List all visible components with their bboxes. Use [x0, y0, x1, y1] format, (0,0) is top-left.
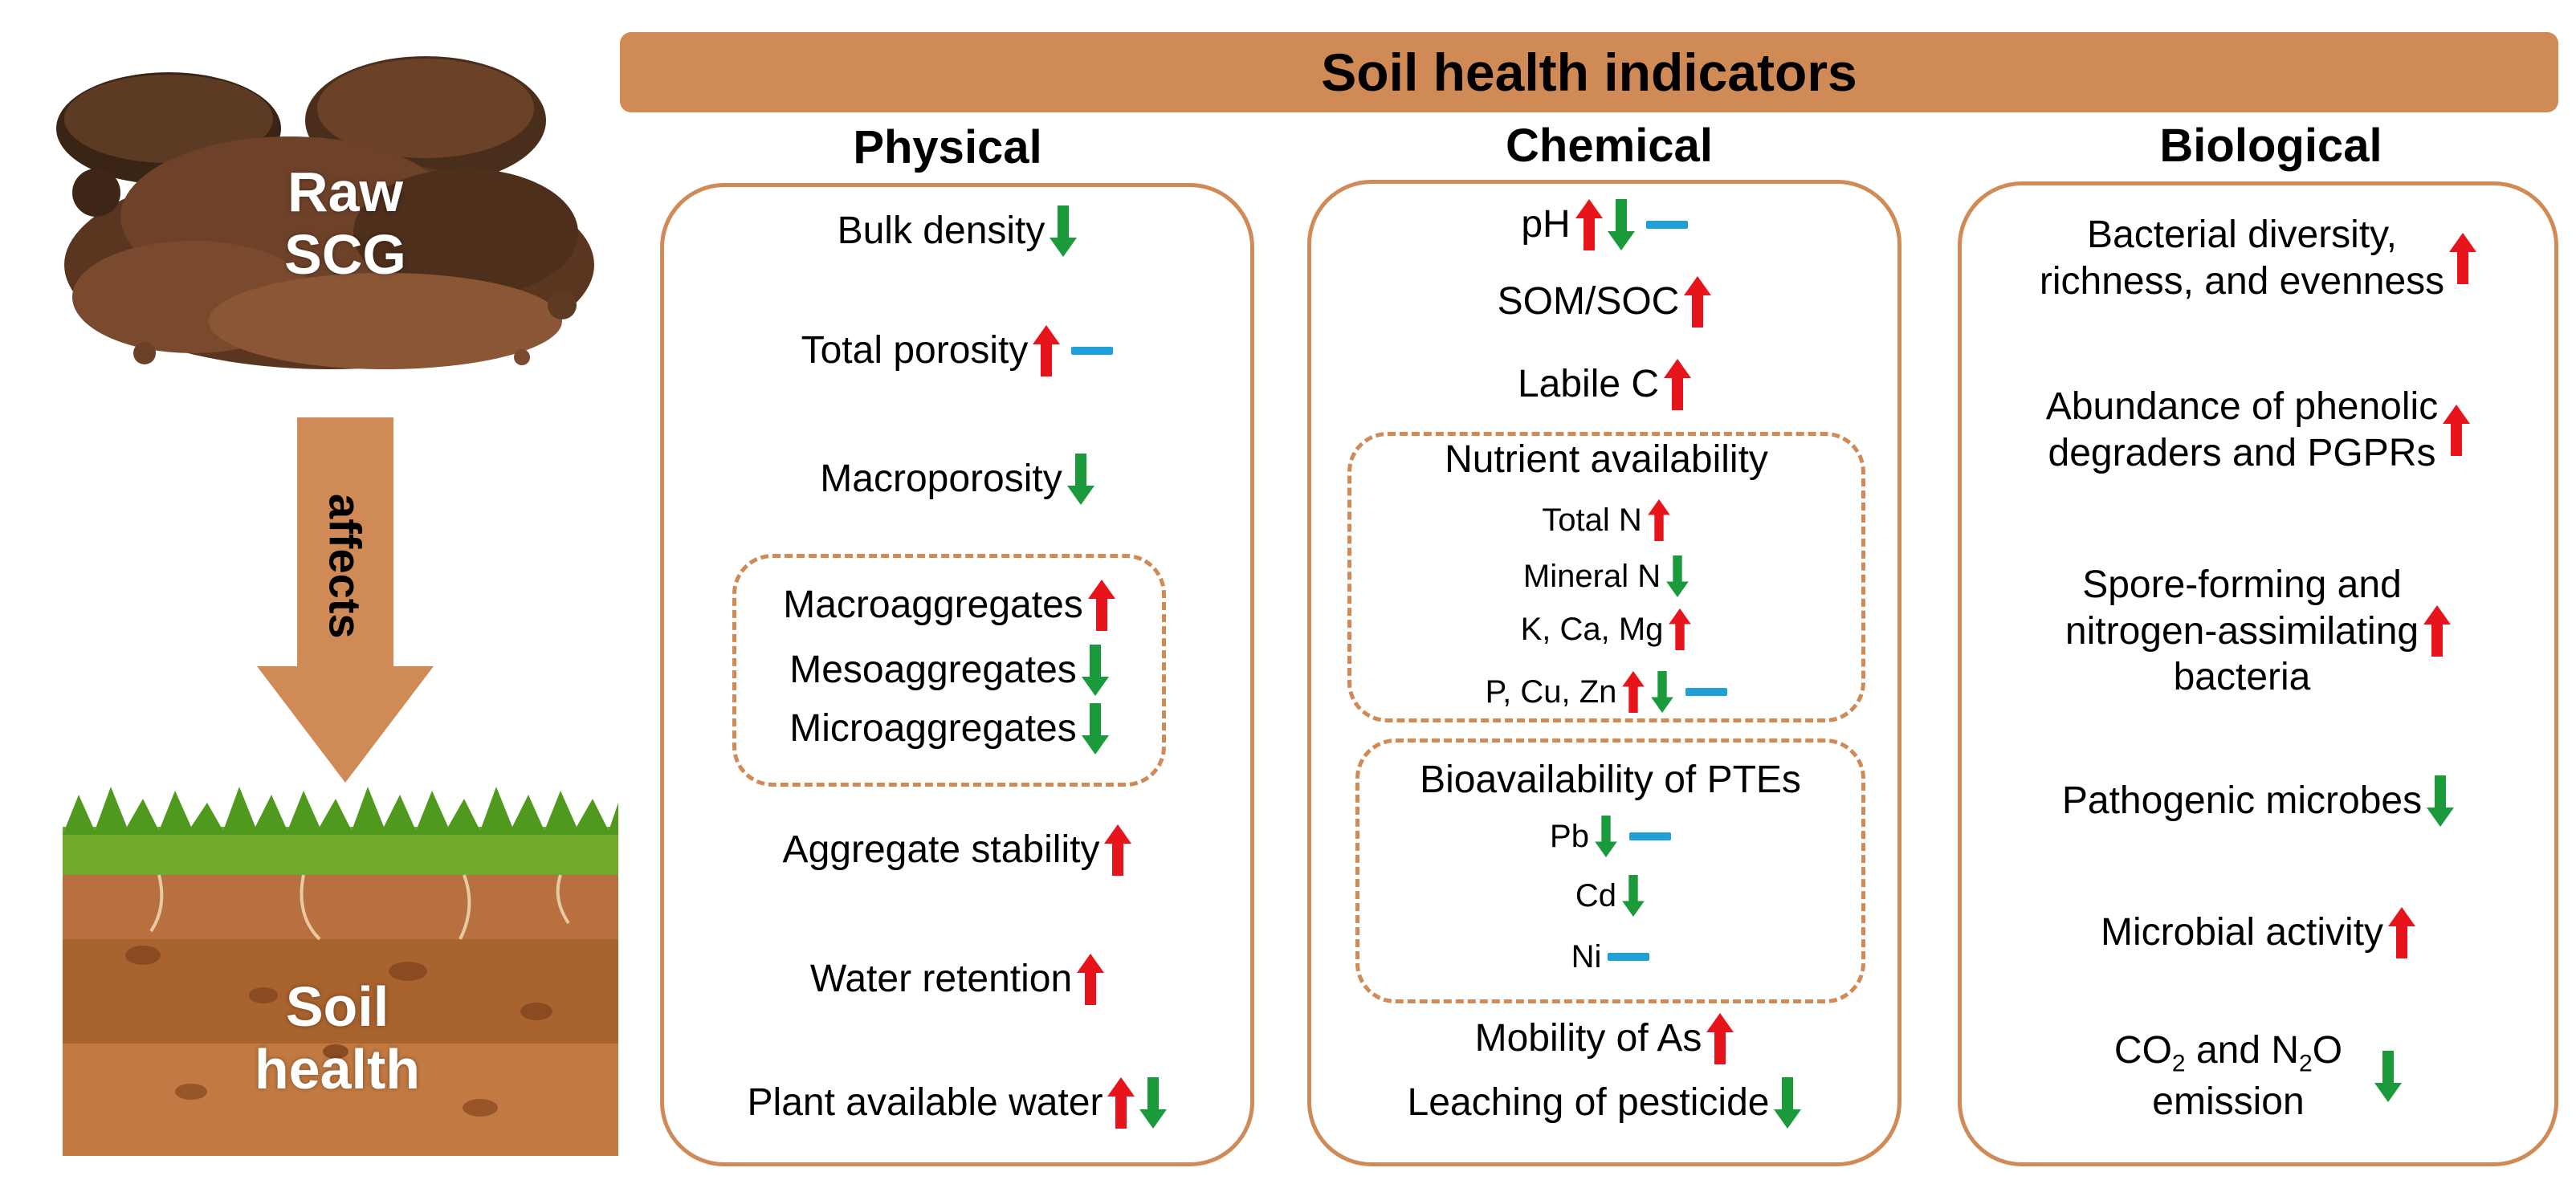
down-arrow-icon — [1067, 454, 1094, 505]
no-change-icon — [1071, 347, 1114, 355]
water-retention: Water retention — [660, 954, 1254, 1005]
som-soc: SOM/SOC — [1307, 276, 1901, 328]
down-arrow-icon — [1774, 1077, 1801, 1129]
up-arrow-icon — [1104, 824, 1131, 876]
nutrient-title: Nutrient availability — [1445, 438, 1768, 481]
phenolic-degraders: Abundance of phenolic degraders and PGPR… — [1958, 384, 2558, 476]
up-arrow-icon — [2388, 907, 2415, 958]
mesoaggregates: Mesoaggregates — [732, 645, 1166, 696]
biological-heading: Biological — [2159, 120, 2382, 172]
up-arrow-icon — [2449, 233, 2476, 284]
down-arrow-icon — [2427, 775, 2454, 827]
macroporosity: Macroporosity — [660, 454, 1254, 505]
up-arrow-icon — [2443, 405, 2470, 456]
physical-heading: Physical — [853, 121, 1042, 173]
up-arrow-icon — [1684, 276, 1711, 328]
aggregates-group — [732, 554, 1166, 787]
down-arrow-icon — [1082, 645, 1109, 696]
bacterial-diversity: Bacterial diversity, richness, and evenn… — [1958, 212, 2558, 304]
total-porosity: Total porosity — [660, 325, 1254, 376]
soil-health-image — [63, 787, 618, 1156]
down-arrow-icon — [2374, 1051, 2402, 1102]
spore-forming-bacteria: Spore-forming and nitrogen-assimilating … — [1958, 562, 2558, 701]
aggregate-stability: Aggregate stability — [660, 824, 1254, 876]
biological-box — [1958, 181, 2558, 1166]
down-arrow-icon — [1139, 1077, 1167, 1129]
leaching-pesticide: Leaching of pesticide — [1307, 1077, 1901, 1129]
nutrient-group — [1347, 432, 1865, 722]
macroaggregates: Macroaggregates — [732, 580, 1166, 631]
raw-label: Raw — [287, 161, 403, 223]
banner: Soil health indicators — [620, 32, 2558, 112]
banner-title: Soil health indicators — [1321, 43, 1857, 102]
soil-label: Soil — [285, 975, 389, 1038]
down-arrow-icon — [1665, 555, 1689, 597]
no-change-icon — [1645, 221, 1688, 229]
up-arrow-icon — [1668, 608, 1692, 650]
ptes-title: Bioavailability of PTEs — [1420, 759, 1801, 801]
ph: pH — [1307, 199, 1901, 250]
chemical-box — [1307, 180, 1901, 1166]
down-arrow-icon — [1594, 816, 1618, 857]
up-arrow-icon — [1077, 954, 1104, 1005]
chemical-heading: Chemical — [1506, 120, 1713, 172]
affects-arrow — [257, 417, 434, 783]
microbial-activity: Microbial activity — [1958, 907, 2558, 958]
k-ca-mg: K, Ca, Mg — [1347, 608, 1865, 650]
down-arrow-icon — [1050, 205, 1077, 257]
mobility-as: Mobility of As — [1307, 1013, 1901, 1064]
up-arrow-icon — [1647, 499, 1671, 541]
co2-n2o-emission: CO2 and N2O emission — [1958, 1027, 2558, 1125]
up-arrow-icon — [1621, 671, 1645, 713]
up-arrow-icon — [1575, 199, 1603, 250]
labile-c: Labile C — [1307, 359, 1901, 410]
mineral-n: Mineral N — [1347, 555, 1865, 597]
physical-box — [660, 183, 1254, 1166]
affects-label: affects — [320, 493, 371, 639]
down-arrow-icon — [1650, 671, 1674, 713]
raw-scg-image — [48, 32, 610, 377]
pathogenic-microbes: Pathogenic microbes — [1958, 775, 2558, 827]
cd: Cd — [1355, 875, 1865, 917]
plant-available-water: Plant available water — [660, 1077, 1254, 1129]
up-arrow-icon — [1088, 580, 1115, 631]
no-change-icon — [1628, 832, 1671, 840]
p-cu-zn: P, Cu, Zn — [1347, 671, 1865, 713]
no-change-icon — [1608, 953, 1650, 961]
up-arrow-icon — [1706, 1013, 1734, 1064]
ptes-group — [1355, 738, 1865, 1003]
down-arrow-icon — [1082, 703, 1109, 755]
down-arrow-icon — [1621, 875, 1645, 917]
total-n: Total N — [1347, 499, 1865, 541]
up-arrow-icon — [1664, 359, 1691, 410]
up-arrow-icon — [1033, 325, 1060, 376]
no-change-icon — [1685, 688, 1728, 696]
microaggregates: Microaggregates — [732, 703, 1166, 755]
down-arrow-icon — [1608, 199, 1635, 250]
pb: Pb — [1355, 816, 1865, 857]
health-label: health — [254, 1038, 421, 1101]
up-arrow-icon — [1107, 1077, 1135, 1129]
bulk-density: Bulk density — [660, 205, 1254, 257]
ni: Ni — [1355, 938, 1865, 976]
scg-label: SCG — [284, 223, 406, 287]
up-arrow-icon — [2423, 605, 2451, 657]
